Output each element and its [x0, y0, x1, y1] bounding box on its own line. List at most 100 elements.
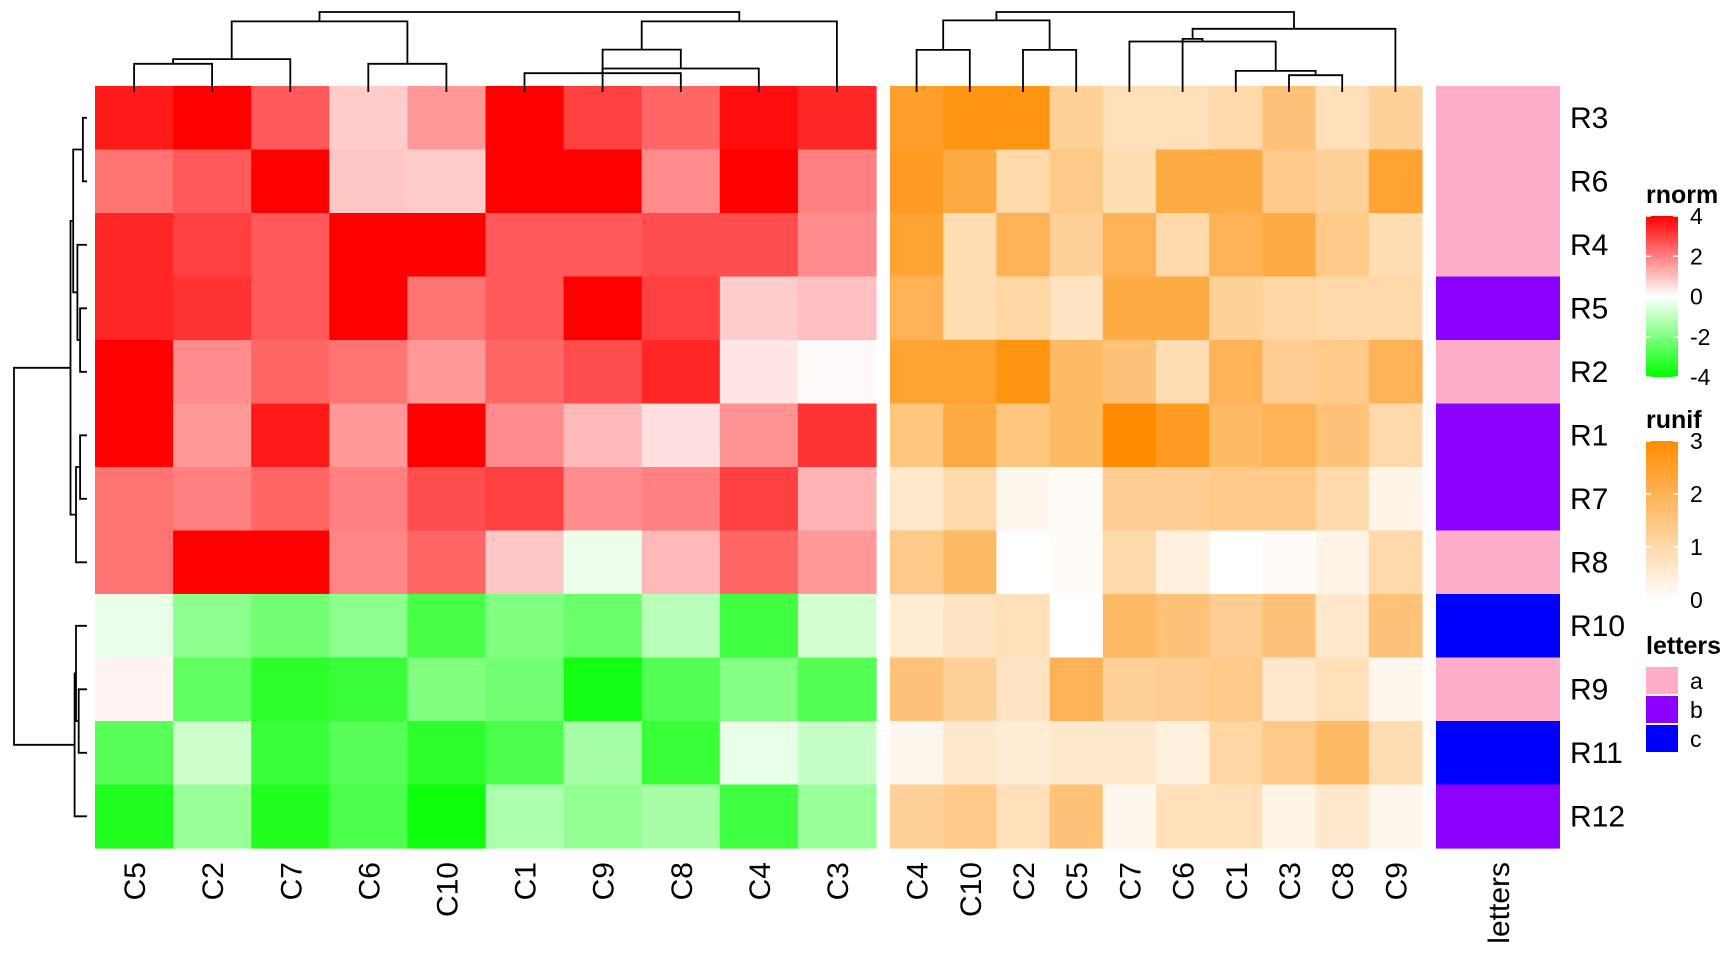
- legend-colorbar: [1646, 441, 1678, 600]
- annotation-cell: [1436, 530, 1560, 595]
- heatmap-cell: [485, 276, 565, 341]
- heatmap-cell: [95, 721, 174, 786]
- heatmap-cell: [890, 594, 944, 659]
- heatmap-cell: [1262, 530, 1317, 595]
- heatmap-cell: [943, 403, 997, 468]
- heatmap-cell: [563, 784, 643, 849]
- legend-swatch: [1646, 725, 1678, 752]
- heatmap-cell: [719, 213, 799, 278]
- annotation-cell: [1436, 149, 1560, 214]
- heatmap-cell: [1156, 721, 1210, 786]
- row-label: R6: [1570, 165, 1608, 198]
- heatmap-cell: [1102, 721, 1157, 786]
- heatmap-cell: [996, 467, 1051, 532]
- heatmap-cell: [485, 340, 565, 405]
- column-dendrogram: [915, 11, 1397, 92]
- heatmap-cell: [943, 467, 997, 532]
- heatmap-cell: [719, 721, 799, 786]
- heatmap-cell: [173, 149, 252, 214]
- heatmap-cell: [641, 340, 721, 405]
- dendrogram-link: [1022, 49, 1078, 92]
- heatmap-cell: [251, 467, 330, 532]
- column-label: C4: [744, 862, 777, 900]
- column-label: C7: [1114, 862, 1147, 900]
- column-label: C1: [1221, 862, 1254, 900]
- dendrogram-link: [915, 49, 971, 92]
- heatmap-cell: [1209, 149, 1263, 214]
- dendrogram-link: [77, 688, 87, 754]
- row-dendrogram: [13, 116, 87, 818]
- heatmap-cell: [1049, 403, 1104, 468]
- heatmap-cell: [641, 149, 721, 214]
- column-label: C5: [119, 862, 152, 900]
- heatmap-cell: [563, 149, 643, 214]
- heatmap-cell: [1049, 657, 1104, 722]
- heatmap-cell: [890, 784, 944, 849]
- heatmap-cell: [1209, 784, 1263, 849]
- column-label: C2: [1008, 862, 1041, 900]
- heatmap-cell: [1262, 276, 1317, 341]
- row-label: R12: [1570, 800, 1625, 833]
- heatmap-cell: [1262, 594, 1317, 659]
- column-label: C5: [1061, 862, 1094, 900]
- heatmap-cell: [996, 403, 1051, 468]
- row-label: R9: [1570, 673, 1608, 706]
- dendrogram-link: [79, 434, 87, 500]
- heatmap-cell: [563, 276, 643, 341]
- heatmap-cell: [797, 784, 877, 849]
- heatmap-cell: [1209, 530, 1263, 595]
- heatmap-cell: [1102, 149, 1157, 214]
- annotation-cell: [1436, 721, 1560, 786]
- heatmap-cell: [1102, 467, 1157, 532]
- column-label: C2: [197, 862, 230, 900]
- heatmap-cell: [1049, 784, 1104, 849]
- dendrogram-link: [995, 11, 1295, 29]
- heatmap-cell: [943, 784, 997, 849]
- heatmap-cell: [407, 340, 487, 405]
- heatmap-cell: [173, 276, 252, 341]
- row-label: R8: [1570, 546, 1608, 579]
- heatmap-cell: [797, 276, 877, 341]
- heatmap-cell: [1102, 340, 1157, 405]
- legend-colorbar: [1646, 216, 1678, 377]
- heatmap-cell: [797, 213, 877, 278]
- heatmap-cell: [719, 594, 799, 659]
- row-label: R3: [1570, 102, 1608, 135]
- dendrogram-link: [230, 20, 409, 64]
- annotation-cell: [1436, 657, 1560, 722]
- heatmap-cell: [563, 86, 643, 151]
- heatmap-cell: [251, 657, 330, 722]
- legend-item-label: c: [1690, 726, 1702, 752]
- heatmap-cell: [1209, 657, 1263, 722]
- heatmap-cell: [1368, 467, 1423, 532]
- legend-tick-label: -4: [1690, 364, 1711, 390]
- heatmap-cell: [719, 784, 799, 849]
- heatmap-cell: [1102, 594, 1157, 659]
- heatmap-cell: [1315, 86, 1370, 151]
- heatmap-cell: [173, 784, 252, 849]
- heatmap-cell: [890, 467, 944, 532]
- column-label: C3: [822, 862, 855, 900]
- heatmap-cell: [1209, 86, 1263, 151]
- column-label: C9: [588, 862, 621, 900]
- heatmap-cell: [719, 340, 799, 405]
- heatmap-cell: [407, 403, 487, 468]
- heatmap-cell: [485, 721, 565, 786]
- heatmap-cell: [485, 86, 565, 151]
- heatmap-cell: [797, 467, 877, 532]
- heatmap-cell: [407, 657, 487, 722]
- heatmap-cell: [95, 149, 174, 214]
- column-label: C6: [353, 862, 386, 900]
- heatmap-cell: [1368, 530, 1423, 595]
- heatmap-cell: [797, 149, 877, 214]
- heatmap-cell: [1209, 594, 1263, 659]
- heatmap-cell: [719, 403, 799, 468]
- heatmap-cell: [719, 530, 799, 595]
- heatmap-cell: [329, 86, 408, 151]
- heatmap-cell: [173, 657, 252, 722]
- legend-letters: letters abc: [1646, 632, 1721, 752]
- heatmap-cell: [1315, 340, 1370, 405]
- heatmap-cell: [485, 784, 565, 849]
